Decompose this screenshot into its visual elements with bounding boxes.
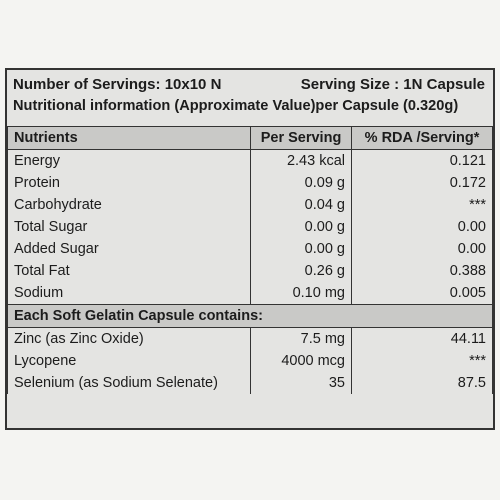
table-row: Added Sugar 0.00 g 0.00 [7, 238, 493, 260]
cell: 0.005 [351, 282, 493, 305]
cell: 2.43 kcal [250, 149, 352, 172]
cell: 87.5 [351, 372, 493, 394]
cell: 0.172 [351, 172, 493, 194]
cell: *** [351, 350, 493, 372]
cell: Energy [7, 149, 251, 172]
nutrition-table: Nutrients Per Serving% RDA /Serving* Energ… [7, 126, 493, 394]
nutrition-info: Nutritional information (Approximate Val… [13, 98, 459, 114]
cell: Total Sugar [7, 216, 251, 238]
cell: 0.26 g [250, 260, 352, 282]
table-row: Nutrients Per Serving% RDA /Serving* [7, 126, 493, 150]
cell: 4000 mcg [250, 350, 352, 372]
cell: 0.00 [351, 216, 493, 238]
table-row: Total Sugar 0.00 g 0.00 [7, 216, 493, 238]
cell: % RDA /Serving* [351, 126, 493, 150]
nutrition-label: Number of Servings: 10x10 N Serving Size… [5, 68, 495, 430]
cell: Zinc (as Zinc Oxide) [7, 327, 251, 350]
cell: 0.121 [351, 149, 493, 172]
table-row: Zinc (as Zinc Oxide) 7.5 mg 44.11 [7, 327, 493, 350]
cell: 0.04 g [250, 194, 352, 216]
section-title: Each Soft Gelatin Capsule contains: [7, 304, 493, 328]
cell: Total Fat [7, 260, 251, 282]
table-row: Carbohydrate 0.04 g *** [7, 194, 493, 216]
cell: Added Sugar [7, 238, 251, 260]
cell: 35 [250, 372, 352, 394]
cell: 7.5 mg [250, 327, 352, 350]
cell: 44.11 [351, 327, 493, 350]
table-row: Sodium 0.10 mg 0.005 [7, 282, 493, 305]
cell: Protein [7, 172, 251, 194]
cell: Selenium (as Sodium Selenate) [7, 372, 251, 394]
table-row: Selenium (as Sodium Selenate) 35 87.5 [7, 372, 493, 394]
cell: Lycopene [7, 350, 251, 372]
serving-size: Serving Size : 1N Capsule [300, 76, 485, 93]
table-row: Protein 0.09 g 0.172 [7, 172, 493, 194]
cell: 0.00 g [250, 216, 352, 238]
table-row: Total Fat 0.26 g 0.388 [7, 260, 493, 282]
cell: Carbohydrate [7, 194, 251, 216]
cell: 0.10 mg [250, 282, 352, 305]
cell: 0.00 [351, 238, 493, 260]
cell: 0.388 [351, 260, 493, 282]
cell: *** [351, 194, 493, 216]
servings: Number of Servings: 10x10 N [13, 76, 222, 93]
cell: Sodium [7, 282, 251, 305]
cell: Per Serving [250, 126, 352, 150]
section-row: Each Soft Gelatin Capsule contains: [7, 304, 493, 328]
table-row: Lycopene 4000 mcg *** [7, 350, 493, 372]
cell: 0.09 g [250, 172, 352, 194]
cell: 0.00 g [250, 238, 352, 260]
cell: Nutrients [7, 126, 251, 150]
table-row: Energy 2.43 kcal 0.121 [7, 149, 493, 172]
